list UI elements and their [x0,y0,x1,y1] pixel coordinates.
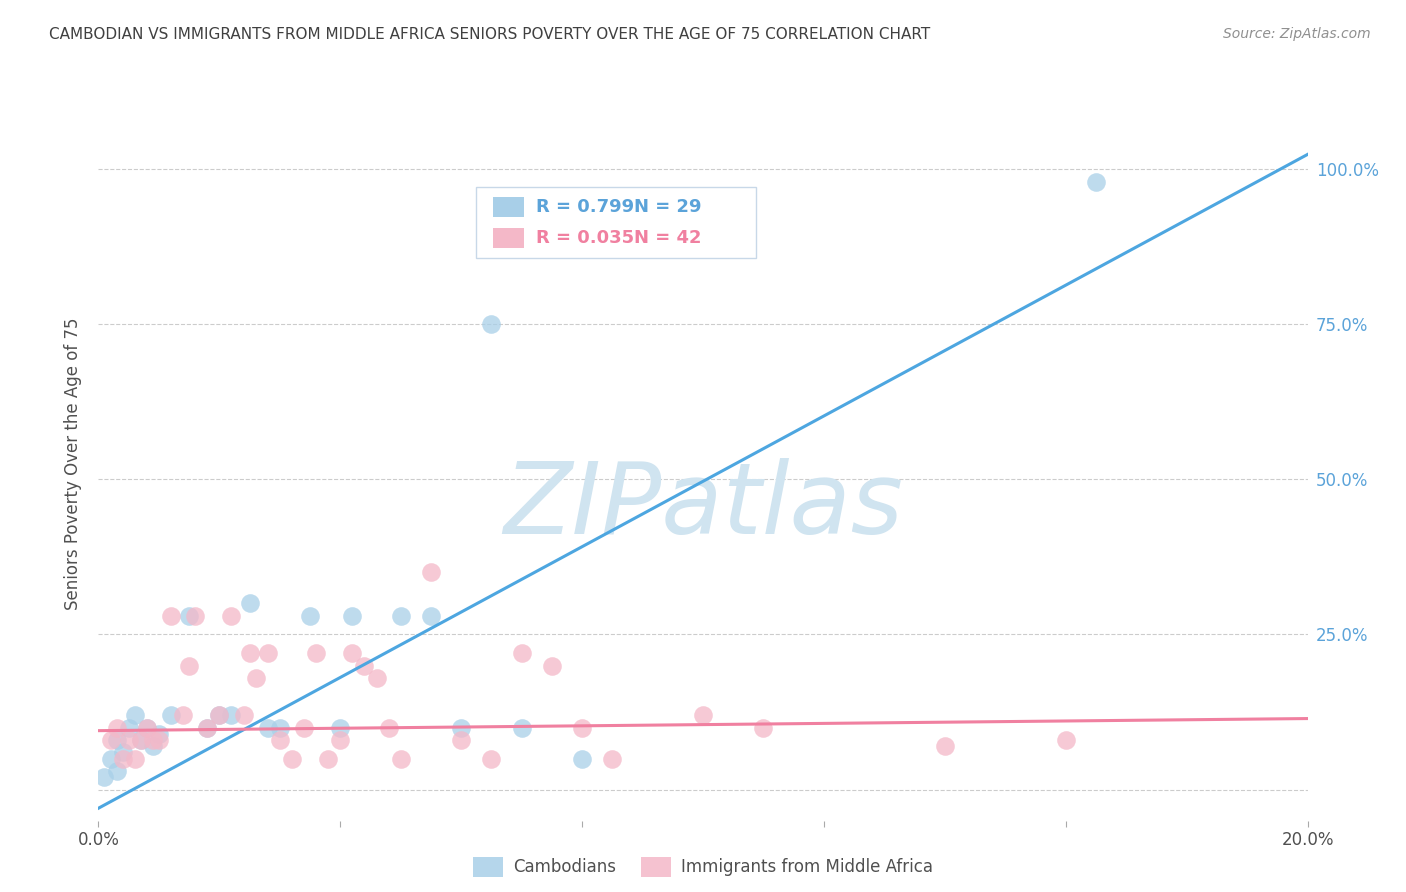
Point [450,721,472,735]
Point [142,733,165,747]
Point [100,733,122,747]
Point [105,721,128,735]
Point [1054,733,1077,747]
Point [239,646,262,660]
Point [111,751,134,765]
Point [342,608,364,623]
Point [124,751,146,765]
Point [366,671,388,685]
Point [232,708,254,723]
Point [142,739,165,754]
Point [256,646,278,660]
Point [105,733,128,747]
Point [245,671,267,685]
Point [208,708,231,723]
Point [256,721,278,735]
Point [571,751,593,765]
Text: N = 29: N = 29 [634,198,702,216]
Point [93,770,115,784]
Y-axis label: Seniors Poverty Over the Age of 75: Seniors Poverty Over the Age of 75 [65,318,83,610]
Point [135,721,157,735]
Point [1085,174,1108,188]
Point [353,658,375,673]
Point [179,658,201,673]
Point [160,608,183,623]
Point [269,733,291,747]
Text: N = 42: N = 42 [634,229,702,247]
Text: R = 0.799: R = 0.799 [536,198,634,216]
Point [329,733,352,747]
Point [389,751,412,765]
Point [239,597,262,611]
Legend: Cambodians, Immigrants from Middle Africa: Cambodians, Immigrants from Middle Afric… [467,850,939,884]
Point [172,708,194,723]
Point [100,751,122,765]
Point [342,646,364,660]
Point [305,646,328,660]
Text: R = 0.035: R = 0.035 [536,229,634,247]
Point [389,608,412,623]
Point [269,721,291,735]
Point [129,733,152,747]
Point [148,733,170,747]
Point [111,745,134,759]
Point [292,721,315,735]
Point [540,658,562,673]
Point [481,317,503,331]
Point [195,721,218,735]
Point [179,608,201,623]
Point [329,721,352,735]
Point [692,708,714,723]
Point [118,721,141,735]
Point [752,721,775,735]
Point [124,708,146,723]
Point [420,566,443,580]
Point [571,721,593,735]
Point [118,733,141,747]
Point [129,733,152,747]
Text: ZIPatlas: ZIPatlas [503,458,903,555]
Point [221,608,243,623]
Point [105,764,128,778]
Point [281,751,304,765]
Point [221,708,243,723]
Point [208,708,231,723]
Point [135,721,157,735]
Point [184,608,207,623]
Text: Source: ZipAtlas.com: Source: ZipAtlas.com [1223,27,1371,41]
Point [377,721,399,735]
Point [602,751,624,765]
Point [160,708,183,723]
Point [148,727,170,741]
Point [510,646,533,660]
Point [195,721,218,735]
Point [316,751,339,765]
Point [481,751,503,765]
Text: CAMBODIAN VS IMMIGRANTS FROM MIDDLE AFRICA SENIORS POVERTY OVER THE AGE OF 75 CO: CAMBODIAN VS IMMIGRANTS FROM MIDDLE AFRI… [49,27,931,42]
Point [420,608,443,623]
Point [450,733,472,747]
Point [510,721,533,735]
Point [299,608,322,623]
Point [934,739,956,754]
